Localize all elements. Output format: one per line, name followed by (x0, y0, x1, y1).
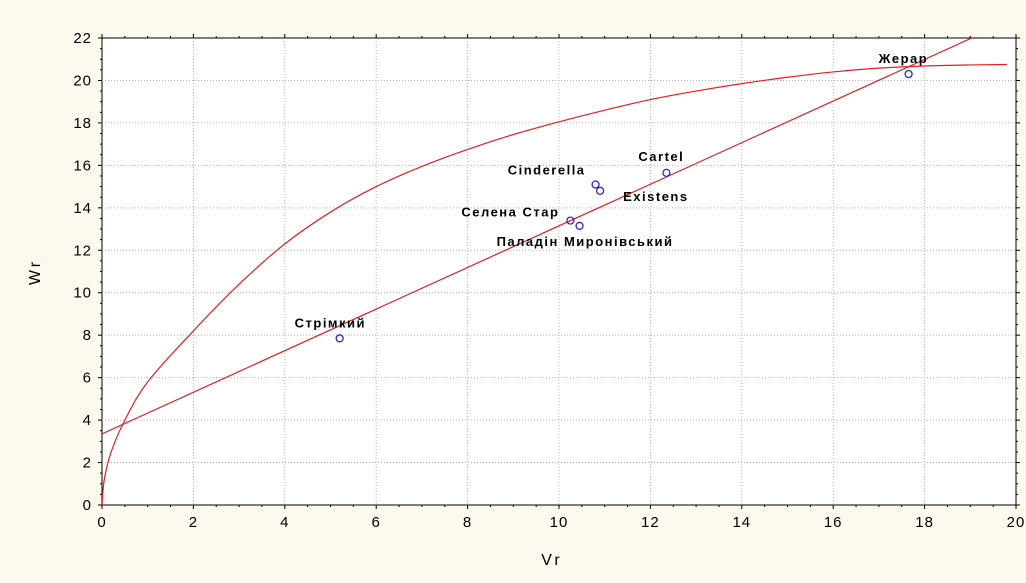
y-tick-label: 22 (73, 30, 92, 47)
y-tick-label: 0 (83, 497, 92, 514)
x-tick-label: 2 (189, 514, 198, 531)
linear-fit-line (102, 38, 974, 435)
y-tick-label: 20 (73, 72, 92, 89)
point-label: Паладін Миронівський (497, 234, 674, 249)
y-tick-label: 4 (83, 412, 92, 429)
point-label: Селена Стар (461, 205, 559, 220)
y-axis-title: Wr (27, 259, 44, 285)
y-tick-label: 10 (73, 285, 92, 302)
x-tick-label: 16 (824, 514, 843, 531)
y-tick-label: 6 (83, 370, 92, 387)
point-label: Cartel (638, 149, 684, 164)
data-point (566, 216, 575, 225)
x-tick-label: 0 (97, 514, 106, 531)
data-points (335, 69, 913, 343)
data-point (335, 334, 344, 343)
x-tick-label: 8 (463, 514, 472, 531)
point-label: Стрімкий (295, 315, 366, 330)
y-tick-label: 2 (83, 455, 92, 472)
fit-curves (102, 38, 1007, 505)
x-tick-label: 18 (915, 514, 934, 531)
y-tick-label: 16 (73, 157, 92, 174)
curve-fit-line (102, 63, 1007, 505)
y-tick-label: 8 (83, 327, 92, 344)
x-axis-title: Vr (541, 552, 562, 569)
data-point (662, 168, 671, 177)
point-label: Жерар (878, 51, 929, 66)
x-tick-label: 6 (372, 514, 381, 531)
y-tick-label: 12 (73, 242, 92, 259)
plot-area (101, 37, 1017, 506)
point-labels: Стрімкий Селена Стар Паладін Миронівський C… (295, 51, 929, 330)
grid-lines (102, 38, 1016, 505)
data-point (575, 221, 584, 230)
point-label: Existens (623, 189, 688, 204)
x-tick-label: 14 (732, 514, 751, 531)
x-tick-label: 10 (550, 514, 569, 531)
x-tick-label: 20 (1007, 514, 1026, 531)
axis-ticks: 0 2 4 6 8 10 12 14 16 18 20 0 2 4 6 8 10 12 14 16 18 20 22 (73, 30, 1026, 531)
x-tick-label: 12 (641, 514, 660, 531)
data-point (596, 186, 605, 195)
data-point (591, 180, 600, 189)
y-tick-label: 18 (73, 115, 92, 132)
x-tick-label: 4 (280, 514, 289, 531)
point-label: Cinderella (508, 162, 586, 177)
y-tick-label: 14 (73, 200, 92, 217)
data-point (904, 69, 913, 79)
